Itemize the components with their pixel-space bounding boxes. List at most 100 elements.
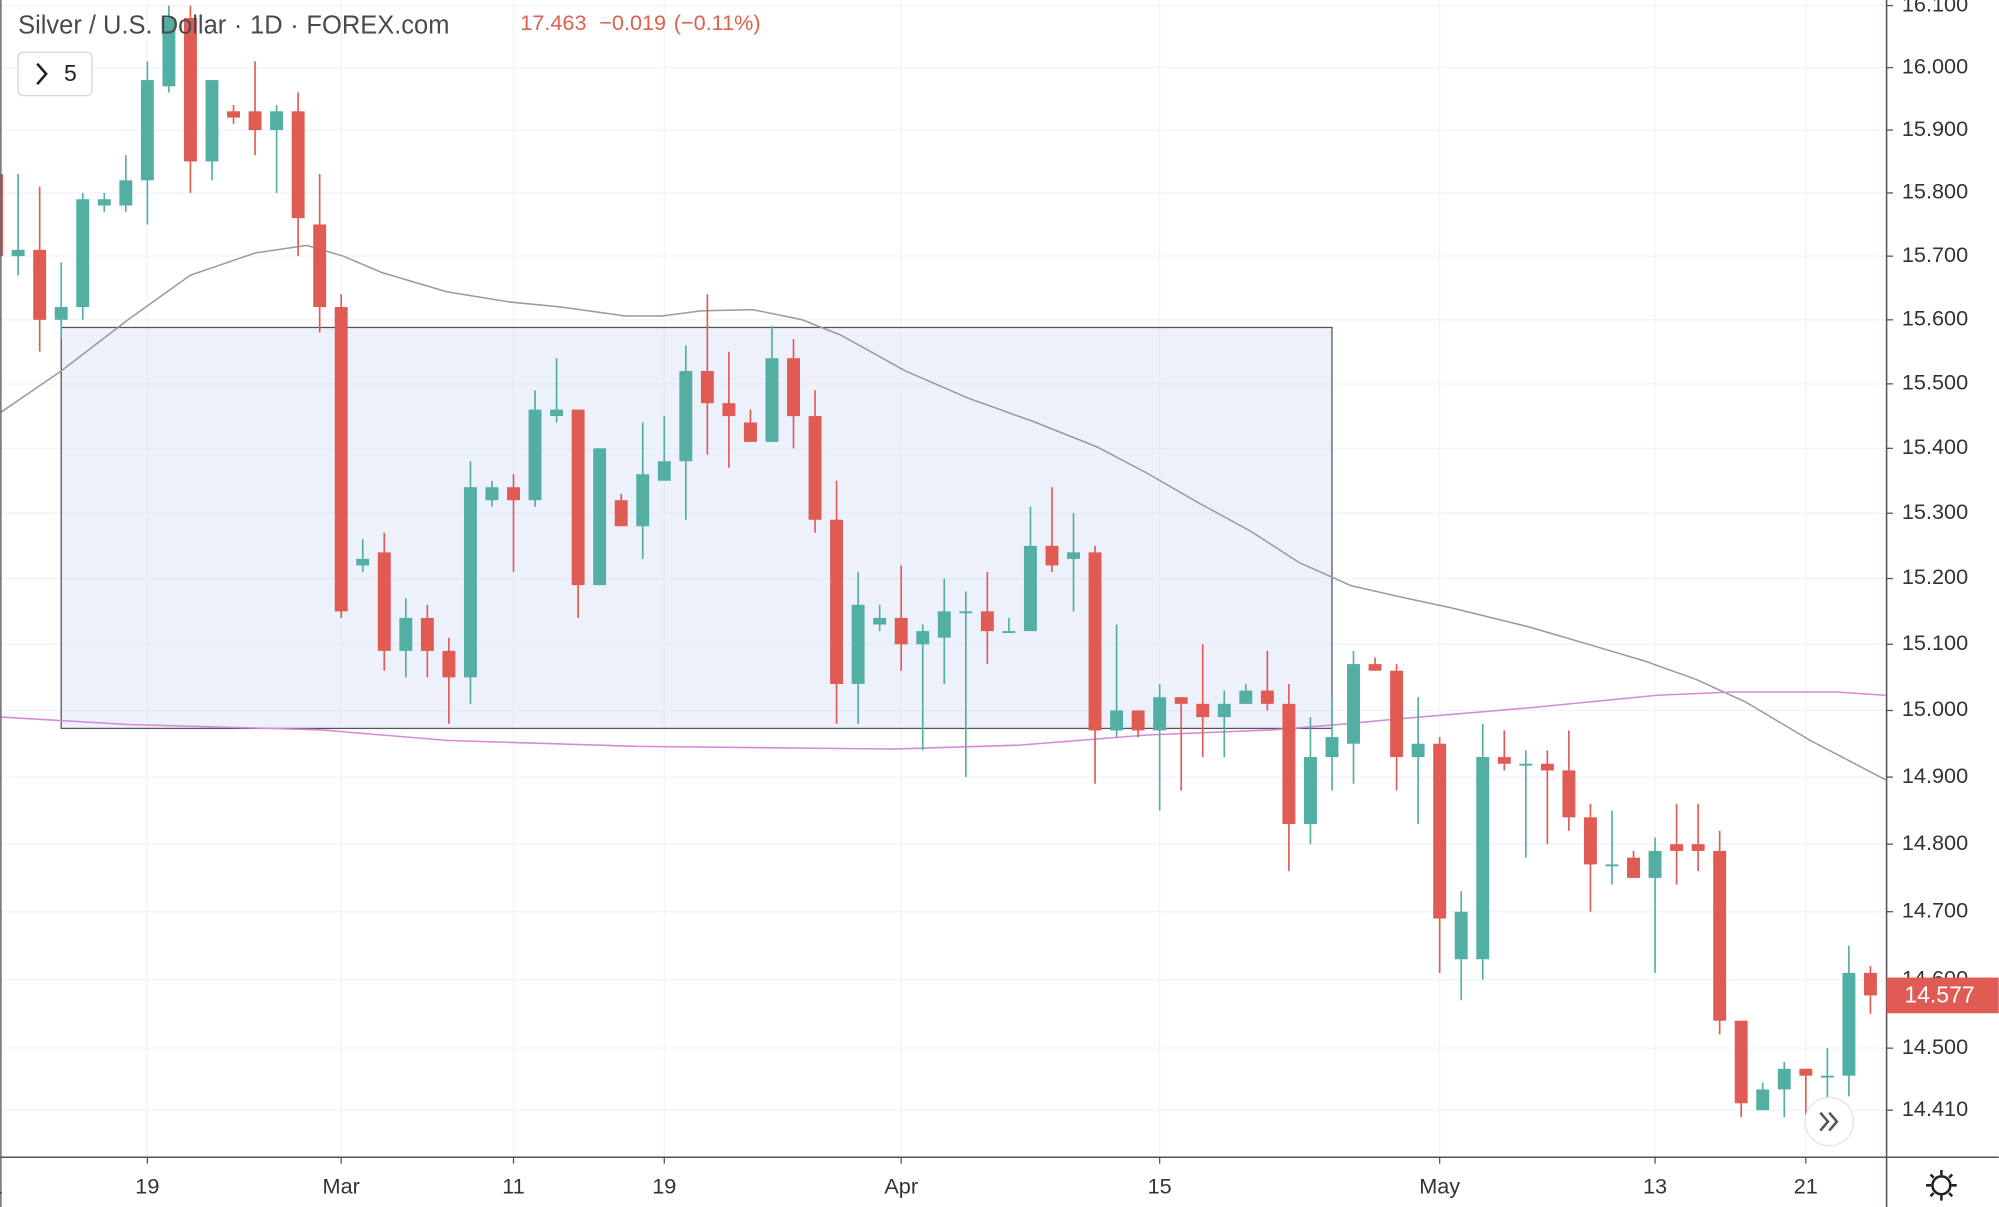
price-tag-label: 14.577	[1904, 982, 1974, 1008]
candle-body	[11, 249, 25, 257]
candle-body	[463, 487, 477, 678]
candle-body	[1476, 757, 1490, 960]
indicators-toggle[interactable]: 5	[17, 51, 93, 97]
candle-body	[1368, 664, 1382, 671]
plot-area	[0, 5, 1886, 1118]
y-tick-label: 14.410	[1902, 1096, 1968, 1121]
y-tick-label: 16.000	[1902, 53, 1968, 78]
y-tick-label: 15.800	[1902, 179, 1968, 204]
x-tick-label: 1	[0, 1174, 3, 1199]
y-tick-label: 15.000	[1902, 696, 1968, 721]
change: −0.019	[599, 10, 666, 35]
candle-body	[227, 111, 240, 118]
candle-body	[485, 487, 499, 501]
candle-body	[377, 552, 391, 651]
y-tick-label: 15.500	[1902, 370, 1968, 395]
candle-body	[1713, 850, 1727, 1021]
title-part: ·	[290, 11, 299, 39]
candle-body	[679, 371, 693, 462]
candle-body	[1153, 697, 1167, 731]
candle-body	[1820, 1075, 1834, 1078]
candle-body	[980, 611, 994, 632]
x-tick-label: Apr	[884, 1174, 918, 1199]
candle-body	[291, 111, 305, 219]
grid	[0, 0, 1887, 1158]
candle-body	[1540, 763, 1554, 771]
candle-body	[140, 80, 154, 181]
candle-body	[1605, 864, 1619, 867]
candle-body	[916, 631, 930, 645]
candle-body	[1799, 1068, 1813, 1076]
candle-body	[765, 358, 779, 442]
candle-body	[851, 604, 865, 684]
y-tick-label: 15.900	[1902, 116, 1968, 141]
candle-body	[1670, 844, 1684, 851]
candle-body	[1347, 664, 1360, 744]
candle-body	[1777, 1068, 1791, 1090]
candle-body	[1088, 552, 1102, 731]
title-part: FOREX.com	[306, 11, 449, 39]
quote: 17.463 −0.019 (−0.11%)	[520, 10, 760, 35]
y-tick-label: 14.700	[1902, 897, 1968, 922]
gear-teeth	[1926, 1170, 1957, 1201]
candle-body	[442, 650, 456, 678]
candle-body	[162, 17, 176, 87]
candle-body	[76, 199, 90, 308]
last-price: 17.463	[520, 10, 586, 35]
candle-body	[787, 358, 800, 417]
title-part: ·	[234, 11, 243, 39]
candle-body	[1045, 545, 1059, 566]
y-tick-label: 15.700	[1902, 242, 1968, 267]
candle-body	[1131, 710, 1145, 731]
y-tick-label: 16.100	[1902, 0, 1968, 16]
candle-body	[873, 617, 887, 625]
title-part: Silver / U.S. Dollar	[18, 11, 227, 39]
toggle-box[interactable]	[17, 51, 93, 97]
y-tick-label: 15.400	[1902, 434, 1968, 459]
range-box	[60, 326, 1333, 730]
moving-average	[0, 691, 1886, 750]
candle-body	[1002, 631, 1016, 634]
candle-body	[550, 409, 564, 417]
candle-body	[743, 422, 757, 442]
candle-body	[808, 416, 822, 520]
candle-body	[1411, 743, 1425, 758]
candle-body	[1390, 670, 1404, 758]
scroll-button[interactable]	[1804, 1096, 1855, 1147]
candle-body	[205, 80, 219, 162]
x-tick-label: 21	[1794, 1174, 1818, 1199]
candle-body	[1756, 1089, 1770, 1111]
header: Silver / U.S. Dollar · 1D · FOREX.com 17.463…	[17, 10, 761, 97]
candle-body	[614, 500, 628, 527]
settings-button[interactable]	[1926, 1170, 1957, 1201]
change-pct: (−0.11%)	[674, 10, 761, 35]
x-tick-label: 13	[1643, 1174, 1667, 1199]
candle-body	[1583, 817, 1597, 865]
y-tick-label: 14.500	[1902, 1034, 1968, 1059]
candle-body	[1842, 972, 1856, 1076]
candle-body	[54, 307, 68, 320]
y-tick-label: 15.600	[1902, 306, 1968, 331]
candle-body	[1282, 703, 1296, 825]
candle-body	[1303, 757, 1317, 825]
candle-body	[1734, 1020, 1748, 1104]
chart-title: Silver / U.S. Dollar · 1D · FOREX.com	[18, 11, 449, 39]
x-tick-label: Mar	[323, 1174, 360, 1199]
gear-icon[interactable]	[1931, 1175, 1952, 1196]
candle-body	[33, 249, 47, 320]
price-tag	[1886, 977, 1999, 1014]
y-tick-label: 14.800	[1902, 830, 1968, 855]
candle-body	[1023, 545, 1037, 632]
candle-body	[1691, 844, 1705, 851]
candle-body	[270, 111, 284, 131]
candle-body	[1648, 850, 1662, 878]
candle-body	[722, 403, 736, 417]
candle-body	[248, 111, 262, 131]
y-tick-label: 15.200	[1902, 564, 1968, 589]
candle-body	[356, 558, 370, 566]
candle-body	[1260, 690, 1274, 704]
candle-body	[1239, 690, 1253, 704]
candle-body	[1454, 911, 1468, 960]
